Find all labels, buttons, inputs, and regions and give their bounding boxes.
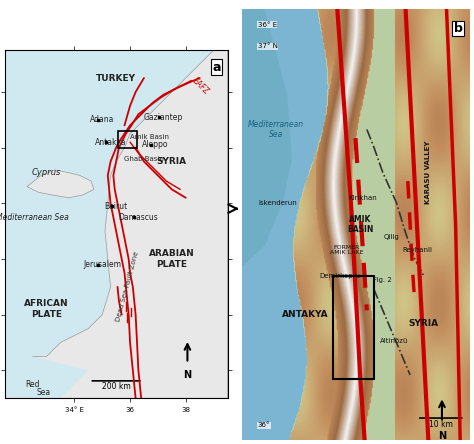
Text: Amik Basin: Amik Basin bbox=[130, 134, 169, 139]
Text: Damascus: Damascus bbox=[118, 213, 158, 222]
Text: Altinözü: Altinözü bbox=[380, 337, 409, 344]
Text: KARASU VALLEY: KARASU VALLEY bbox=[425, 141, 431, 204]
Text: Red: Red bbox=[25, 380, 40, 389]
Text: Reyhanli: Reyhanli bbox=[402, 247, 432, 253]
Text: 36°: 36° bbox=[258, 422, 270, 428]
Text: Iskenderun: Iskenderun bbox=[259, 200, 298, 206]
Text: ANTAKYA: ANTAKYA bbox=[282, 310, 329, 319]
Polygon shape bbox=[33, 50, 228, 398]
Bar bbox=[333, 276, 374, 379]
Text: Adana: Adana bbox=[90, 115, 114, 124]
Polygon shape bbox=[242, 9, 292, 267]
Bar bbox=[118, 131, 137, 148]
Text: b: b bbox=[454, 22, 463, 35]
Text: N: N bbox=[438, 431, 446, 441]
Text: 200 km: 200 km bbox=[102, 382, 130, 391]
Text: Mediterranean
Sea: Mediterranean Sea bbox=[248, 120, 304, 139]
Text: Fig. 2: Fig. 2 bbox=[374, 277, 392, 283]
Text: Mediterranean Sea: Mediterranean Sea bbox=[0, 213, 69, 222]
Text: Sea: Sea bbox=[36, 388, 51, 397]
Text: a: a bbox=[212, 61, 221, 74]
Text: Antakya: Antakya bbox=[95, 138, 126, 147]
Text: ARABIAN
PLATE: ARABIAN PLATE bbox=[149, 250, 195, 269]
Text: TURKEY: TURKEY bbox=[96, 74, 136, 83]
Text: SYRIA: SYRIA bbox=[409, 319, 439, 328]
Text: AMIK
BASIN: AMIK BASIN bbox=[347, 214, 373, 234]
Text: 10 km: 10 km bbox=[429, 420, 453, 429]
Text: SYRIA: SYRIA bbox=[157, 157, 187, 166]
Text: EAFZ: EAFZ bbox=[190, 76, 210, 96]
Text: FORMER
AMIK LAKE: FORMER AMIK LAKE bbox=[329, 245, 363, 255]
Text: 37° N: 37° N bbox=[258, 44, 278, 49]
Text: Cyprus: Cyprus bbox=[32, 168, 61, 177]
Polygon shape bbox=[27, 170, 94, 198]
Text: Demirkopru: Demirkopru bbox=[319, 273, 360, 279]
Text: Dead Sea Fault Zone: Dead Sea Fault Zone bbox=[115, 251, 139, 323]
Text: N: N bbox=[183, 370, 191, 381]
Polygon shape bbox=[5, 357, 88, 398]
Text: Kirikhan: Kirikhan bbox=[348, 195, 377, 202]
Text: AFRICAN
PLATE: AFRICAN PLATE bbox=[24, 299, 69, 319]
Text: Gaziantep: Gaziantep bbox=[144, 112, 183, 122]
Text: Qilig: Qilig bbox=[384, 234, 400, 240]
Text: Beirut: Beirut bbox=[104, 202, 128, 210]
Text: Aleppo: Aleppo bbox=[142, 140, 168, 149]
Text: 36° E: 36° E bbox=[258, 22, 277, 28]
Text: Ghab Basin: Ghab Basin bbox=[124, 156, 164, 162]
Text: Jerusalem: Jerusalem bbox=[83, 260, 121, 269]
